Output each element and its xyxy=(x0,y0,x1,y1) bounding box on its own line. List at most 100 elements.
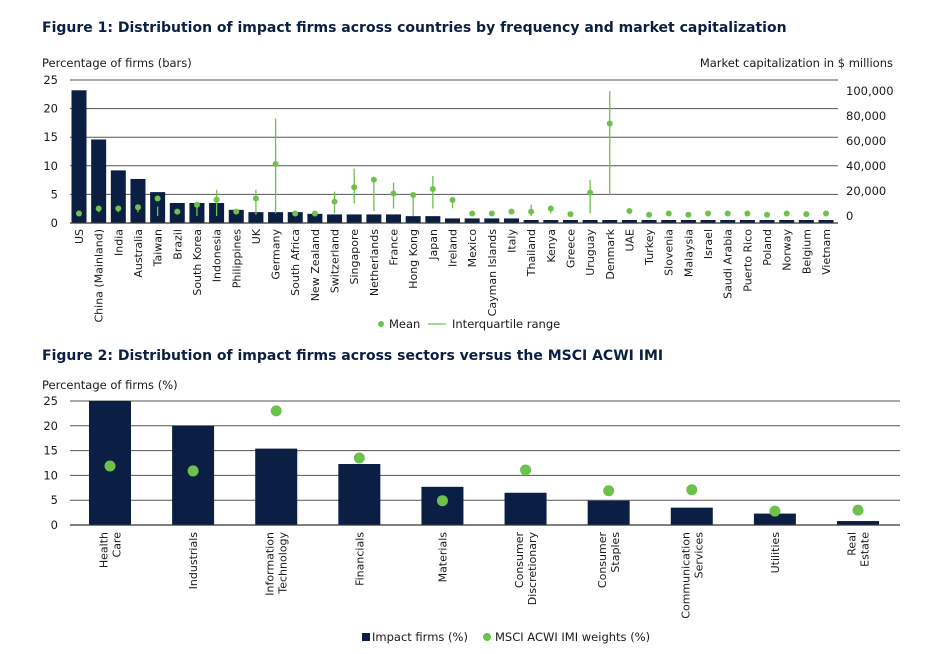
y2-tick-label: 80,000 xyxy=(846,109,886,123)
y-tick-label: 0 xyxy=(51,216,58,230)
bar xyxy=(798,220,814,223)
bar xyxy=(680,220,696,223)
x-tick-label: Brazil xyxy=(171,229,184,260)
bar xyxy=(464,218,480,223)
y-tick-label: 25 xyxy=(43,394,58,408)
msci-dot xyxy=(270,405,282,417)
mean-dot xyxy=(567,211,574,218)
y-tick-label: 10 xyxy=(43,159,58,173)
x-tick-label: Real xyxy=(846,532,859,556)
y2-tick-label: 60,000 xyxy=(846,134,886,148)
x-tick-label: Care xyxy=(111,532,124,558)
y-axis-label: Percentage of firms (bars) xyxy=(42,56,192,70)
bar xyxy=(602,220,618,223)
x-tick-label: India xyxy=(112,229,125,256)
bar xyxy=(818,220,834,223)
mean-dot xyxy=(587,189,594,196)
x-tick-label: South Africa xyxy=(289,229,302,296)
x-tick-label: Technology xyxy=(277,532,290,595)
mean-dot xyxy=(724,210,731,217)
x-tick-label: UAE xyxy=(623,229,636,252)
y-tick-label: 5 xyxy=(51,493,58,507)
bar xyxy=(582,220,598,223)
x-tick-label: US xyxy=(73,229,86,244)
bar xyxy=(720,220,736,223)
x-tick-label: Philippines xyxy=(230,229,243,289)
bar xyxy=(366,214,382,223)
msci-dot xyxy=(603,485,615,497)
x-tick-label: Kenya xyxy=(545,229,558,263)
mean-dot xyxy=(488,210,495,217)
bar xyxy=(504,492,547,525)
mean-dot xyxy=(134,204,141,211)
x-tick-label: UK xyxy=(250,228,263,244)
x-tick-label: Information xyxy=(264,532,277,596)
x-tick-label: Malaysia xyxy=(682,229,695,277)
bar xyxy=(228,209,244,223)
bar xyxy=(425,216,441,223)
x-tick-label: Singapore xyxy=(348,229,361,285)
mean-dot xyxy=(449,197,456,203)
x-tick-label: Taiwan xyxy=(152,229,165,267)
bar xyxy=(759,220,775,223)
x-tick-label: Health xyxy=(98,532,111,568)
bar xyxy=(543,220,559,223)
msci-dot xyxy=(852,504,864,516)
bar xyxy=(327,214,343,223)
mean-dot xyxy=(76,210,82,217)
x-tick-label: Denmark xyxy=(604,228,617,279)
bar xyxy=(386,214,402,223)
mean-dot xyxy=(292,210,299,217)
bar xyxy=(307,213,323,223)
x-tick-label: Staples xyxy=(609,532,622,573)
x-tick-label: France xyxy=(388,229,401,266)
mean-dot xyxy=(410,192,417,198)
x-tick-label: Israel xyxy=(702,229,715,259)
msci-dot xyxy=(436,495,448,507)
y2-tick-label: 0 xyxy=(846,209,853,223)
mean-dot xyxy=(429,186,436,192)
x-tick-label: Mexico xyxy=(466,229,479,268)
x-tick-label: Slovenia xyxy=(663,229,676,276)
y2-tick-label: 100,000 xyxy=(846,84,894,98)
y2-tick-label: 20,000 xyxy=(846,184,886,198)
x-tick-label: Cayman Islands xyxy=(486,229,499,317)
mean-dot xyxy=(665,210,672,217)
mean-dot xyxy=(213,196,220,203)
mean-dot xyxy=(764,211,771,218)
x-tick-label: Discretionary xyxy=(526,532,539,606)
msci-dot xyxy=(104,460,116,472)
bar xyxy=(837,521,879,525)
legend-impact-marker xyxy=(362,633,370,641)
bar xyxy=(91,139,107,223)
legend-msci-label: MSCI ACWI IMI weights (%) xyxy=(495,630,650,644)
mean-dot xyxy=(390,190,397,197)
y2-axis-label: Market capitalization in $ millions xyxy=(700,56,893,70)
figure-2-title: Figure 2: Distribution of impact firms a… xyxy=(42,348,664,364)
x-tick-label: Thailand xyxy=(525,229,538,277)
mean-dot xyxy=(606,120,613,127)
x-tick-label: Germany xyxy=(270,229,283,280)
y-tick-label: 15 xyxy=(43,130,58,144)
mean-dot xyxy=(744,210,751,217)
bar xyxy=(346,214,362,223)
x-tick-label: Estate xyxy=(859,532,872,567)
x-tick-label: Norway xyxy=(781,229,794,271)
x-tick-label: Materials xyxy=(436,532,449,583)
x-tick-label: South Korea xyxy=(191,229,204,296)
mean-dot xyxy=(174,208,181,215)
mean-dot xyxy=(233,208,240,215)
bar xyxy=(338,463,381,525)
x-tick-label: Financials xyxy=(353,532,366,586)
mean-dot xyxy=(115,205,122,212)
bar xyxy=(779,220,795,223)
x-tick-label: Italy xyxy=(505,229,518,253)
x-tick-label: Puerto Rico xyxy=(741,229,754,292)
y-axis-label: Percentage of firms (%) xyxy=(42,378,178,392)
mean-dot xyxy=(252,195,259,202)
x-tick-label: Consumer xyxy=(513,532,526,589)
bar xyxy=(130,178,146,223)
bar xyxy=(621,220,637,223)
bar xyxy=(562,220,578,223)
legend-impact-label: Impact firms (%) xyxy=(372,630,468,644)
